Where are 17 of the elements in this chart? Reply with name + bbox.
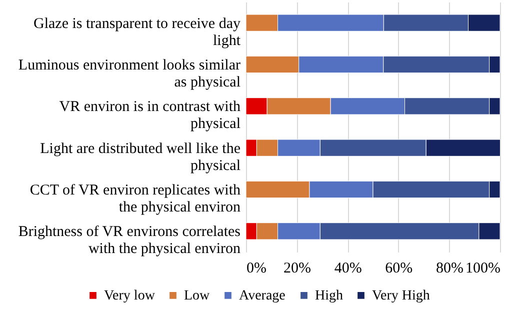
y-tick-label: CCT of VR environ replicates with the physical environ [30,182,241,216]
x-tick-label: 40% [334,260,362,276]
y-tick-label: VR environ is in contrast with physical [59,99,241,132]
legend-label: Low [184,288,211,304]
x-tick-label: 20% [284,260,312,276]
x-tick-label: 0% [246,260,266,276]
y-tick-label: Glaze is transparent to receive day light [34,16,242,49]
y-tick-label: Light are distributed well like the physical [40,140,241,174]
y-tick-label: Brightness of VR environs correlates with the physical environ [18,224,241,258]
x-tick-label: 80% [436,260,464,276]
y-tick-label: Luminous environment looks similar as physical [18,58,240,90]
x-tick-label: 60% [385,260,413,276]
legend-label: High [315,288,343,304]
legend-label: Average [239,288,286,304]
legend-label: Very low [104,288,156,304]
legend-label: Very High [372,288,430,304]
x-tick-label: 100% [466,260,500,276]
